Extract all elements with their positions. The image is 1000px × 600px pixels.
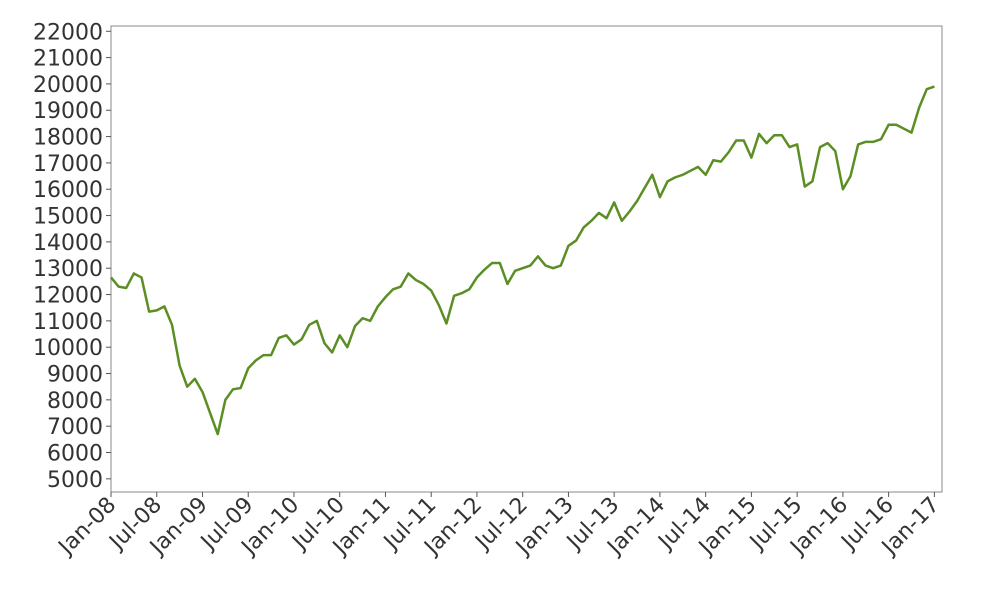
data-line: [110, 85, 935, 436]
y-tick-label: 11000: [33, 310, 103, 335]
y-tick-label: 5000: [47, 468, 103, 493]
y-tick-label: 14000: [33, 231, 103, 256]
y-tick-label: 18000: [33, 126, 103, 151]
y-tick-label: 9000: [47, 363, 103, 388]
y-tick-label: 8000: [47, 389, 103, 414]
y-tick-label: 7000: [47, 415, 103, 440]
y-tick-label: 10000: [33, 336, 103, 361]
y-tick-label: 6000: [47, 442, 103, 467]
y-tick-label: 19000: [33, 99, 103, 124]
y-tick-label: 12000: [33, 284, 103, 309]
y-tick-label: 17000: [33, 152, 103, 177]
y-tick-label: 15000: [33, 205, 103, 230]
y-tick-label: 20000: [33, 73, 103, 98]
y-tick-label: 16000: [33, 178, 103, 203]
y-tick-label: 22000: [33, 20, 103, 45]
y-tick-label: 13000: [33, 257, 103, 282]
x-tick-label: Jan-08: [53, 493, 121, 561]
plot-frame: [110, 25, 943, 493]
y-tick-label: 21000: [33, 47, 103, 72]
